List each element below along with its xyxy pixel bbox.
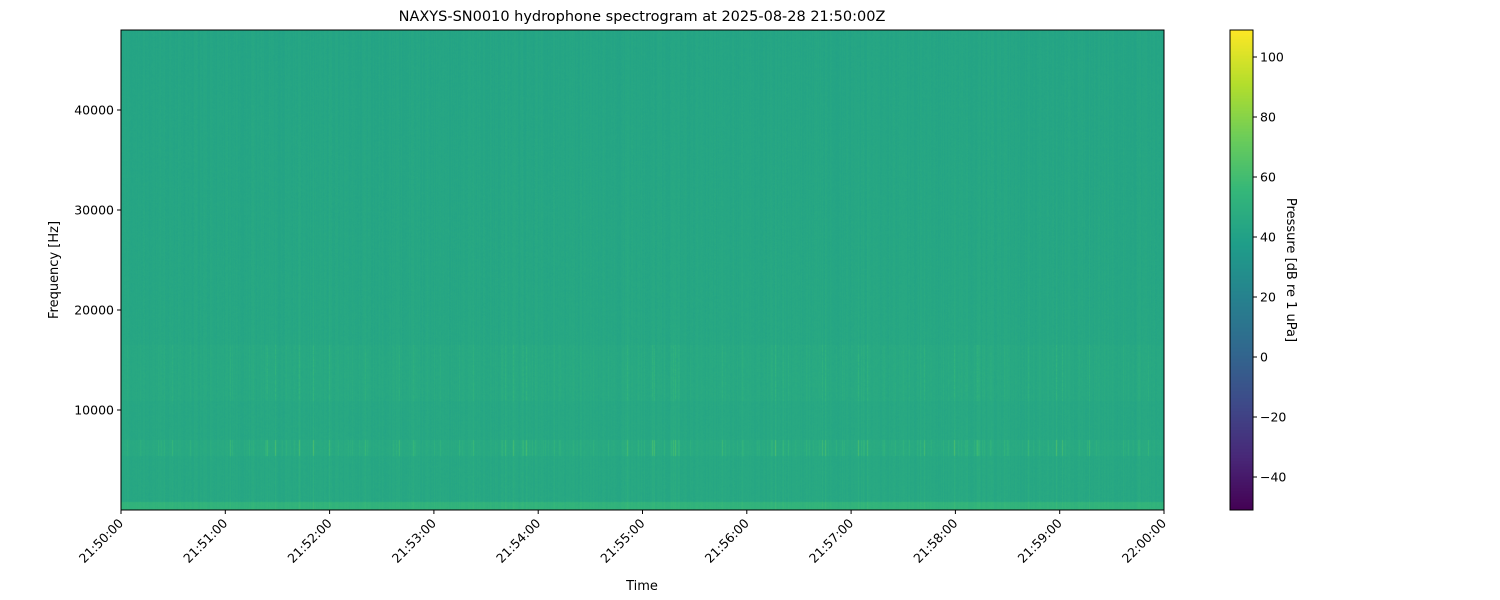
x-tick-label: 21:54:00 — [493, 515, 543, 565]
x-axis: 21:50:00 21:51:00 21:52:00 21:53:00 21:54:00… — [76, 510, 1169, 566]
y-tick-label: 10000 — [74, 403, 114, 418]
x-axis-label: Time — [625, 579, 658, 594]
x-tick-label: 21:55:00 — [597, 515, 647, 565]
y-axis: 10000 20000 30000 40000 — [74, 103, 121, 418]
colorbar-frame — [1229, 29, 1254, 511]
colorbar-tick-label: −40 — [1260, 470, 1286, 485]
colorbar-tick-label: 20 — [1260, 290, 1276, 305]
x-tick-label: 21:52:00 — [284, 515, 334, 565]
x-tick-label: 21:56:00 — [702, 515, 752, 565]
x-tick-label: 21:50:00 — [76, 515, 126, 565]
x-tick-label: 21:53:00 — [389, 515, 439, 565]
colorbar-axis: −40 −20 0 20 40 60 80 100 — [1253, 50, 1286, 485]
x-tick-label: 21:58:00 — [910, 515, 960, 565]
y-axis-label: Frequency [Hz] — [47, 221, 62, 319]
colorbar-tick-label: 100 — [1260, 50, 1284, 65]
y-tick-label: 40000 — [74, 103, 114, 118]
colorbar-tick-label: 40 — [1260, 230, 1276, 245]
x-tick-label: 21:59:00 — [1015, 515, 1065, 565]
colorbar-tick-label: 60 — [1260, 170, 1276, 185]
colorbar-tick-label: 0 — [1260, 350, 1268, 365]
y-tick-label: 30000 — [74, 203, 114, 218]
colorbar-tick-label: −20 — [1260, 410, 1286, 425]
chart-title: NAXYS-SN0010 hydrophone spectrogram at 2… — [399, 9, 886, 25]
colorbar-label: Pressure [dB re 1 uPa] — [1283, 198, 1298, 342]
x-tick-label: 21:57:00 — [806, 515, 856, 565]
y-tick-label: 20000 — [74, 303, 114, 318]
plot-frame — [120, 29, 1165, 511]
x-tick-label: 22:00:00 — [1119, 515, 1169, 565]
spectrogram-image — [121, 30, 1164, 510]
x-tick-label: 21:51:00 — [180, 515, 230, 565]
colorbar-gradient — [1230, 30, 1253, 510]
colorbar-tick-label: 80 — [1260, 110, 1276, 125]
